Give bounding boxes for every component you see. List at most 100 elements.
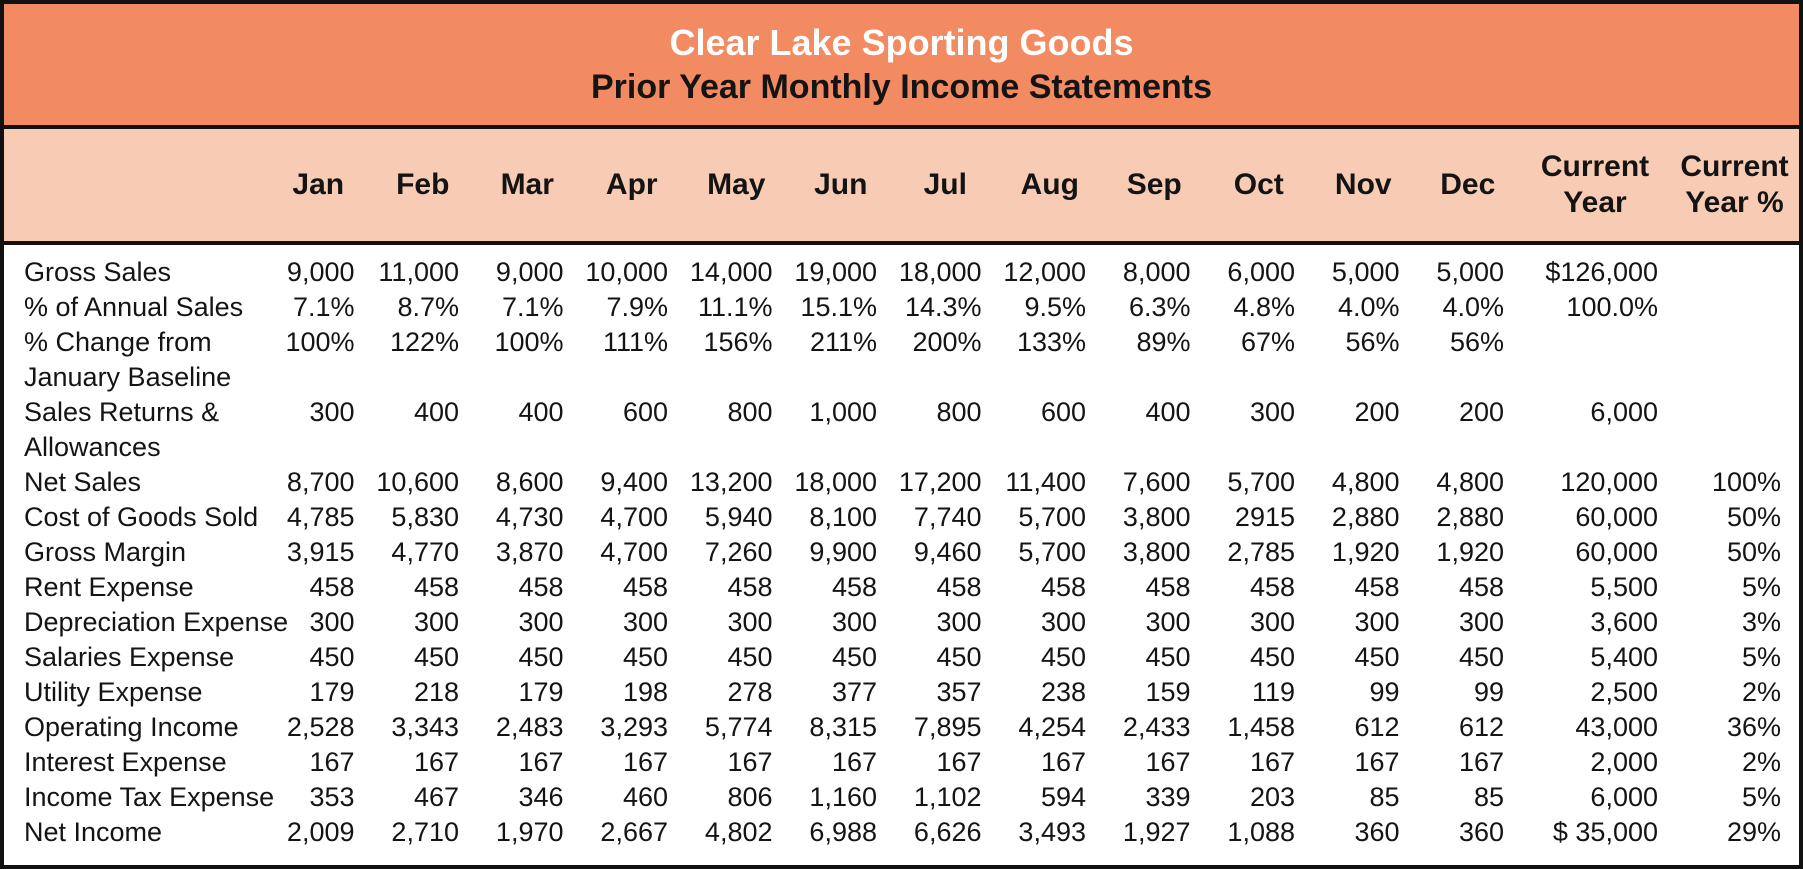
data-cell: 19,000 bbox=[794, 257, 877, 287]
column-header-jul: Jul bbox=[893, 129, 998, 245]
data-cell: 458 bbox=[309, 572, 355, 602]
data-cell: 5% bbox=[1741, 642, 1781, 672]
data-cell: 346 bbox=[518, 782, 564, 812]
data-cell: 3,343 bbox=[391, 712, 459, 742]
data-cell: 2,667 bbox=[600, 817, 668, 847]
data-cell: 300 bbox=[622, 607, 668, 637]
data-cell: 11,000 bbox=[378, 257, 459, 287]
data-cell: 4.0% bbox=[1442, 292, 1504, 322]
data-cell: 50% bbox=[1726, 502, 1781, 532]
data-cell: 450 bbox=[727, 642, 773, 672]
table-row: Utility Expense 179 218 179 198 278 377 357 238 1… bbox=[4, 675, 1799, 710]
table-row: Salaries Expense 450 450 450 450 450 450 450 450… bbox=[4, 640, 1799, 675]
data-cell: 167 bbox=[518, 747, 564, 777]
data-cell: 5% bbox=[1741, 572, 1781, 602]
row-label: Sales Returns & Allowances bbox=[24, 397, 220, 462]
data-cell: 238 bbox=[1040, 677, 1086, 707]
row-label: Income Tax Expense bbox=[24, 782, 275, 812]
data-cell: 200 bbox=[1458, 397, 1504, 427]
column-header-jan: Jan bbox=[266, 129, 371, 245]
table-row: % of Annual Sales 7.1% 8.7% 7.1% 7.9% 11.1% 15… bbox=[4, 290, 1799, 325]
data-cell: 10,600 bbox=[376, 467, 459, 497]
data-cell: 11.1% bbox=[697, 292, 773, 322]
data-cell: 4,700 bbox=[600, 502, 668, 532]
data-cell: 458 bbox=[1458, 572, 1504, 602]
data-cell: 120,000 bbox=[1560, 467, 1658, 497]
data-cell: 179 bbox=[309, 677, 355, 707]
data-cell: 300 bbox=[1354, 607, 1400, 637]
data-cell: 167 bbox=[1249, 747, 1295, 777]
data-cell: 36% bbox=[1726, 712, 1781, 742]
data-cell: 1,920 bbox=[1436, 537, 1504, 567]
data-cell: 458 bbox=[1354, 572, 1400, 602]
data-cell: 60,000 bbox=[1575, 502, 1658, 532]
data-cell: 4,254 bbox=[1018, 712, 1086, 742]
data-cell: 4,800 bbox=[1436, 467, 1504, 497]
data-cell: 300 bbox=[727, 607, 773, 637]
data-cell: 111% bbox=[602, 327, 668, 357]
data-cell: 6.3% bbox=[1128, 292, 1191, 322]
data-cell: 8,000 bbox=[1122, 257, 1191, 287]
data-cell: 122% bbox=[389, 327, 459, 357]
data-cell: $126,000 bbox=[1545, 257, 1658, 287]
data-cell: 300 bbox=[1145, 607, 1191, 637]
data-cell: 5,700 bbox=[1227, 467, 1295, 497]
data-cell: 458 bbox=[936, 572, 982, 602]
data-cell: 5,774 bbox=[704, 712, 773, 742]
data-cell: 167 bbox=[1354, 747, 1400, 777]
data-cell: 4,770 bbox=[391, 537, 459, 567]
data-cell: 211% bbox=[809, 327, 877, 357]
data-cell: 100% bbox=[1711, 467, 1781, 497]
data-cell: 200 bbox=[1354, 397, 1400, 427]
data-cell: 5,500 bbox=[1590, 572, 1658, 602]
data-cell: 100% bbox=[494, 327, 564, 357]
data-cell: 3,915 bbox=[286, 537, 355, 567]
data-cell: 7.9% bbox=[606, 292, 668, 322]
data-cell: 9.5% bbox=[1024, 292, 1086, 322]
data-cell: 4,800 bbox=[1331, 467, 1400, 497]
data-cell: 8,600 bbox=[495, 467, 564, 497]
data-cell: 203 bbox=[1249, 782, 1295, 812]
data-cell: 167 bbox=[727, 747, 773, 777]
table-row: % Change from January Baseline 100% 122% 10… bbox=[4, 325, 1799, 395]
data-cell: 800 bbox=[936, 397, 982, 427]
data-cell: 300 bbox=[1249, 397, 1295, 427]
row-label: Depreciation Expense bbox=[24, 607, 289, 637]
data-cell: 119 bbox=[1251, 677, 1295, 707]
data-cell: 460 bbox=[622, 782, 668, 812]
data-cell: 43,000 bbox=[1575, 712, 1658, 742]
data-cell: 67% bbox=[1240, 327, 1295, 357]
column-header-nov: Nov bbox=[1311, 129, 1416, 245]
data-cell: 56% bbox=[1345, 327, 1400, 357]
data-cell: 8.7% bbox=[397, 292, 459, 322]
data-cell: 60,000 bbox=[1575, 537, 1658, 567]
data-cell: 11,400 bbox=[1005, 467, 1086, 497]
data-cell: 806 bbox=[727, 782, 773, 812]
data-cell: 6,626 bbox=[913, 817, 982, 847]
row-label: % of Annual Sales bbox=[24, 292, 244, 322]
data-cell: 3,800 bbox=[1122, 537, 1191, 567]
data-cell: 1,088 bbox=[1227, 817, 1295, 847]
data-cell: 85 bbox=[1369, 782, 1400, 812]
data-cell: 7,260 bbox=[704, 537, 773, 567]
data-cell: 167 bbox=[622, 747, 668, 777]
data-cell: 5,000 bbox=[1436, 257, 1504, 287]
data-cell: 2915 bbox=[1234, 502, 1295, 532]
data-cell bbox=[1670, 255, 1799, 290]
data-cell: 14.3% bbox=[904, 292, 982, 322]
data-cell: 2% bbox=[1741, 677, 1781, 707]
data-cell: 360 bbox=[1458, 817, 1504, 847]
data-cell: 612 bbox=[1354, 712, 1400, 742]
data-cell: 458 bbox=[413, 572, 459, 602]
data-cell: 450 bbox=[936, 642, 982, 672]
data-cell: 6,988 bbox=[809, 817, 877, 847]
data-cell: 450 bbox=[622, 642, 668, 672]
data-cell: 300 bbox=[1249, 607, 1295, 637]
data-cell: 167 bbox=[413, 747, 459, 777]
data-cell: 200% bbox=[912, 327, 982, 357]
data-cell: 600 bbox=[1040, 397, 1086, 427]
data-cell: 357 bbox=[936, 677, 982, 707]
data-cell: 450 bbox=[831, 642, 877, 672]
data-cell: 9,900 bbox=[809, 537, 877, 567]
data-cell: 450 bbox=[309, 642, 355, 672]
